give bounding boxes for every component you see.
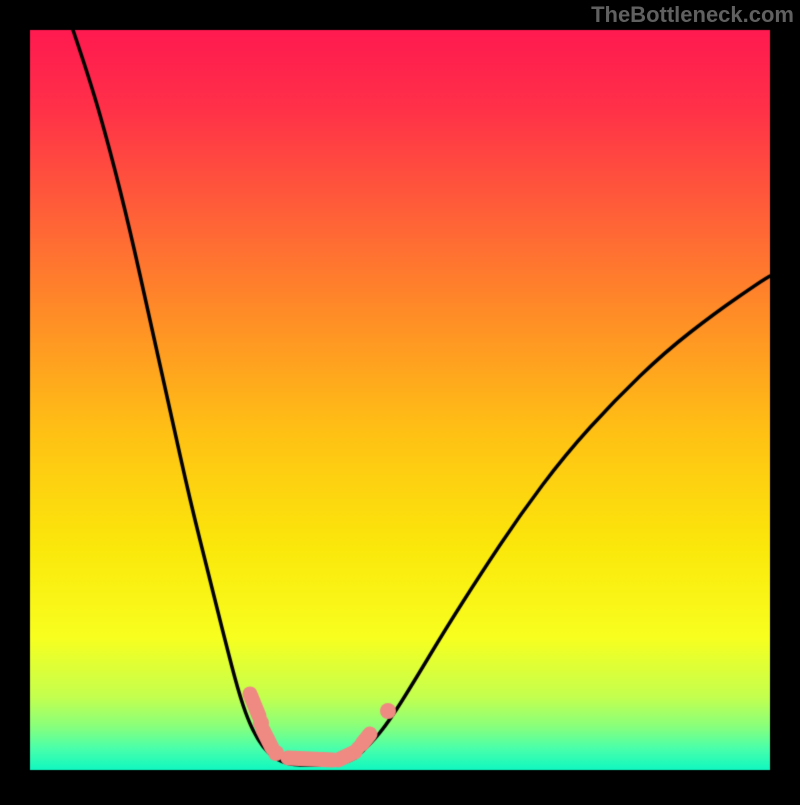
chart-container bbox=[0, 0, 800, 800]
watermark-text: TheBottleneck.com bbox=[591, 2, 794, 28]
bottleneck-chart-canvas bbox=[0, 0, 800, 800]
